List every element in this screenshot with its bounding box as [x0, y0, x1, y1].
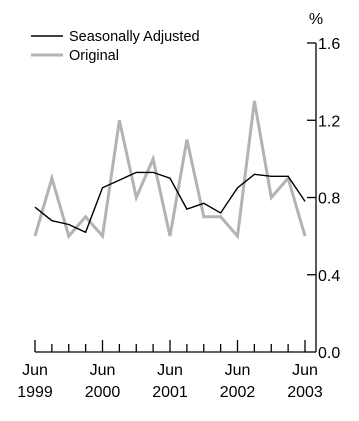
- y-tick-label: 0.4: [318, 268, 340, 285]
- y-axis-unit-label: %: [309, 11, 323, 28]
- y-tick-label: 1.2: [318, 113, 340, 130]
- series-layer: [33, 100, 307, 240]
- x-tick-label-year: 1999: [17, 384, 53, 401]
- x-tick-label-month: Jun: [90, 362, 116, 379]
- y-tick-label: 1.6: [318, 36, 340, 53]
- legend-label: Original: [69, 48, 119, 64]
- x-tick-label-year: 2000: [85, 384, 121, 401]
- legend: Seasonally Adjusted Original: [31, 29, 200, 64]
- series-line-original: [33, 100, 307, 240]
- x-tick-label-month: Jun: [292, 362, 318, 379]
- series-line-seasonally-adjusted: [34, 171, 306, 234]
- x-tick-label-month: Jun: [225, 362, 251, 379]
- x-tick-label-year: 2001: [152, 384, 188, 401]
- axis-layer: Jun 1999 Jun 2000 Jun 2001 Jun 2002 Jun 2003 0.0 0.…: [17, 11, 340, 401]
- x-tick-label-month: Jun: [22, 362, 48, 379]
- x-tick-label-year: 2003: [287, 384, 323, 401]
- y-tick-label: 0.0: [318, 345, 340, 362]
- y-tick-label: 0.8: [318, 191, 340, 208]
- legend-label: Seasonally Adjusted: [69, 29, 200, 45]
- x-tick-label-year: 2002: [220, 384, 256, 401]
- x-tick-label-month: Jun: [157, 362, 183, 379]
